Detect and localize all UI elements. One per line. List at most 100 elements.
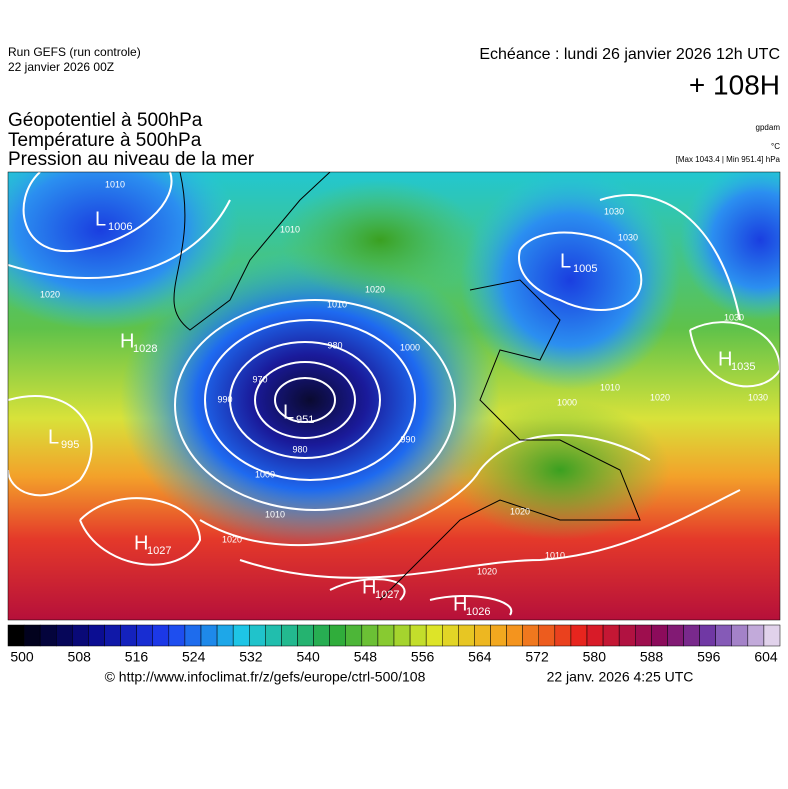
date: 22 janv. 2026 4:25 UTC <box>547 669 694 685</box>
colorbar-cell <box>442 624 459 647</box>
run-date: 22 janvier 2026 00Z <box>8 60 114 74</box>
center-value: 1026 <box>466 606 490 618</box>
center-type: L <box>48 426 59 448</box>
colorbar-cell <box>88 624 105 647</box>
isobar-label: 1010 <box>280 224 300 234</box>
colorbar-label: 500 <box>10 649 34 665</box>
echeance: Echéance : lundi 26 janvier 2026 12h UTC <box>479 46 780 63</box>
lead-time: + 108H <box>689 69 780 100</box>
colorbar-cell <box>313 624 330 647</box>
colorbar-cell <box>490 624 507 647</box>
colorbar-cell <box>715 624 733 647</box>
colorbar-cell <box>474 624 491 647</box>
colorbar-cell <box>731 624 749 647</box>
colorbar-cell <box>120 624 137 647</box>
colorbar-cell <box>265 624 282 647</box>
isobar-label: 1020 <box>40 289 60 299</box>
isobar-label: 990 <box>217 394 232 404</box>
center-type: L <box>560 250 571 272</box>
colorbar-label: 540 <box>296 649 320 665</box>
colorbar-cell <box>232 624 250 647</box>
colorbar-cell <box>297 624 314 647</box>
isobar-label: 1030 <box>618 232 638 242</box>
colorbar-cell <box>39 624 57 647</box>
colorbar-cell <box>699 624 716 647</box>
unit: [Max 1043.4 | Min 951.4] hPa <box>676 155 781 164</box>
colorbar-label: 508 <box>68 649 92 665</box>
isobar-label: 980 <box>292 444 307 454</box>
colorbar-cell <box>200 624 218 647</box>
colorbar-label: 564 <box>468 649 492 665</box>
run: Run GEFS (run controle) <box>8 45 141 59</box>
field: Géopotentiel à 500hPa <box>8 110 203 131</box>
colorbar-label: 596 <box>697 649 721 665</box>
isobar-label: 1010 <box>600 382 620 392</box>
colorbar-cell <box>586 624 604 647</box>
colorbar-label: 580 <box>583 649 607 665</box>
colorbar-cell <box>72 624 89 647</box>
isobar-label: 990 <box>400 434 415 444</box>
isobar-label: 1010 <box>265 509 285 519</box>
colorbar-cell <box>56 624 73 647</box>
unit: gpdam <box>756 123 781 132</box>
colorbar-cell <box>570 624 588 647</box>
colorbar-cell <box>667 624 684 647</box>
field: Température à 500hPa <box>8 130 202 151</box>
isobar-label: 1010 <box>327 299 347 309</box>
isobar-label: 1030 <box>724 312 744 322</box>
colorbar-cell <box>216 624 234 647</box>
colorbar-cell <box>361 624 379 647</box>
isobar-label: 1000 <box>557 397 577 407</box>
center-type: H <box>362 576 376 598</box>
isobar-label: 1020 <box>510 506 530 516</box>
colorbar-cell <box>618 624 636 647</box>
isobar-label: 1010 <box>105 179 125 189</box>
isobar-label: 1020 <box>477 566 497 576</box>
colorbar-label: 588 <box>640 649 664 665</box>
center-value: 1006 <box>108 221 132 233</box>
center-value: 1027 <box>147 545 171 557</box>
isobar-label: 1020 <box>365 284 385 294</box>
colorbar-cell <box>409 624 427 647</box>
isobar-label: 1030 <box>604 206 624 216</box>
center-type: L <box>95 208 106 230</box>
colorbar-cell <box>393 624 411 647</box>
colorbar-cell <box>425 624 443 647</box>
center-value: 995 <box>61 439 79 451</box>
colorbar-cell <box>763 624 781 647</box>
isobar-label: 1030 <box>748 392 768 402</box>
colorbar-cell <box>7 624 25 647</box>
isobar-label: 1000 <box>255 469 275 479</box>
colorbar-label: 572 <box>525 649 549 665</box>
source: © http://www.infoclimat.fr/z/gefs/europe… <box>105 669 426 685</box>
center-type: H <box>718 348 732 370</box>
colorbar-cell <box>249 624 266 647</box>
isobar-label: 1010 <box>545 550 565 560</box>
isobar-label: 1000 <box>400 342 420 352</box>
isobar-label: 1020 <box>222 534 242 544</box>
isobar-label: 1020 <box>650 392 670 402</box>
map-frame <box>7 171 781 621</box>
colorbar-cell <box>168 624 186 647</box>
center-value: 1005 <box>573 263 597 275</box>
center-type: H <box>453 593 467 615</box>
colorbar-label: 532 <box>239 649 263 665</box>
colorbar-cell <box>635 624 652 647</box>
colorbar-label: 516 <box>125 649 149 665</box>
colorbar-cell <box>281 624 298 647</box>
colorbar-cell <box>23 624 41 647</box>
colorbar-cell <box>458 624 475 647</box>
center-value: 1027 <box>375 589 399 601</box>
colorbar-label: 604 <box>754 649 778 665</box>
colorbar-cell <box>651 624 668 647</box>
colorbar-cell <box>104 624 121 647</box>
colorbar-cell <box>506 624 523 647</box>
isobar-label: 980 <box>327 340 342 350</box>
colorbar-cell <box>345 624 363 647</box>
colorbar-cell <box>136 624 154 647</box>
field: Pression au niveau de la mer <box>8 149 255 170</box>
colorbar-cell <box>152 624 170 647</box>
unit: °C <box>771 142 780 151</box>
colorbar-cell <box>184 624 202 647</box>
